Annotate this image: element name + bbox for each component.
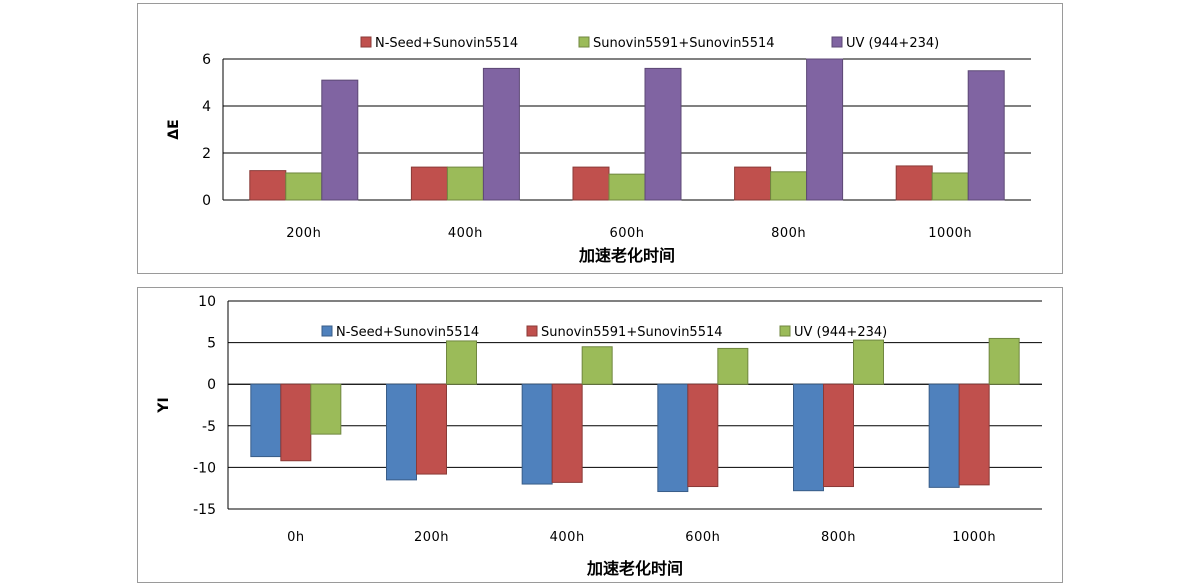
bar [853,339,884,385]
x-tick-label: 1000h [928,226,972,241]
y-axis-title: YI [156,397,172,413]
y-tick-label: -10 [193,460,216,476]
x-tick-label: 800h [821,530,856,545]
legend-swatch [360,36,372,48]
legend-swatch [526,325,538,337]
x-tick-label: 400h [448,226,483,241]
bar [928,383,960,488]
y-tick-label: 4 [202,99,211,115]
x-tick-label: 200h [414,530,449,545]
bar [687,383,719,488]
x-axis-title: 加速老化时间 [578,246,675,265]
bar [770,171,808,201]
bar [410,166,448,201]
legend-swatch [831,36,843,48]
bar [446,340,477,385]
delta-e-chart-panel: 0 2 4 6 200h 400h 600h 800h 1000h N-Seed+Sunovin5… [137,3,1063,274]
bar [793,383,824,492]
bar [734,166,772,201]
y-tick-label: 10 [198,294,216,310]
bar [823,383,854,488]
bar [446,166,484,201]
bar [958,383,990,486]
y-tick-label: 2 [202,146,211,162]
legend-label: UV (944+234) [794,325,887,340]
y-tick-label: -5 [202,419,216,435]
bar [321,79,359,201]
yi-chart-panel: -15 -10 -5 0 5 10 0h 200h 400h 600h 800h 1000h N-See… [137,287,1063,583]
bar [285,172,323,201]
delta-e-chart: 0 2 4 6 200h 400h 600h 800h 1000h N-Seed+Sunovin5… [166,36,1031,265]
y-tick-label: 0 [207,377,216,393]
yi-chart: -15 -10 -5 0 5 10 0h 200h 400h 600h 800h 1000h N-See… [156,294,1042,578]
y-tick-label: 6 [202,52,211,68]
legend-label: Sunovin5591+Sunovin5514 [541,325,723,340]
bar [717,347,749,385]
bar [967,70,1005,201]
y-tick-label: 5 [207,336,216,352]
bar [608,173,646,201]
bar [806,58,844,201]
y-tick-label: 0 [202,193,211,209]
x-tick-label: 1000h [952,530,996,545]
legend-swatch [321,325,333,337]
x-tick-label: 400h [550,530,585,545]
legend-swatch [779,325,791,337]
bar [521,383,553,485]
bar [988,337,1020,385]
x-axis-title: 加速老化时间 [586,559,683,578]
x-tick-label: 200h [286,226,321,241]
legend-swatch [578,36,590,48]
bar [657,383,689,493]
legend-label: N-Seed+Sunovin5514 [375,36,518,51]
y-tick-label: -15 [193,502,216,518]
legend-label: Sunovin5591+Sunovin5514 [593,36,775,51]
bar [581,346,613,385]
y-axis-title: ΔE [166,119,182,139]
x-tick-label: 600h [609,226,644,241]
legend-label: UV (944+234) [846,36,939,51]
bar [572,166,610,201]
bar [551,383,583,483]
bar [895,165,933,201]
bar [931,172,969,201]
bar [250,383,282,458]
bar [416,383,447,475]
bar [249,170,287,201]
bar [482,67,520,201]
bar [280,383,312,462]
bar [644,67,682,201]
bar [386,383,417,481]
bar [310,383,342,435]
x-tick-label: 600h [685,530,720,545]
x-tick-label: 0h [287,530,305,545]
x-tick-label: 800h [771,226,806,241]
legend-label: N-Seed+Sunovin5514 [336,325,479,340]
